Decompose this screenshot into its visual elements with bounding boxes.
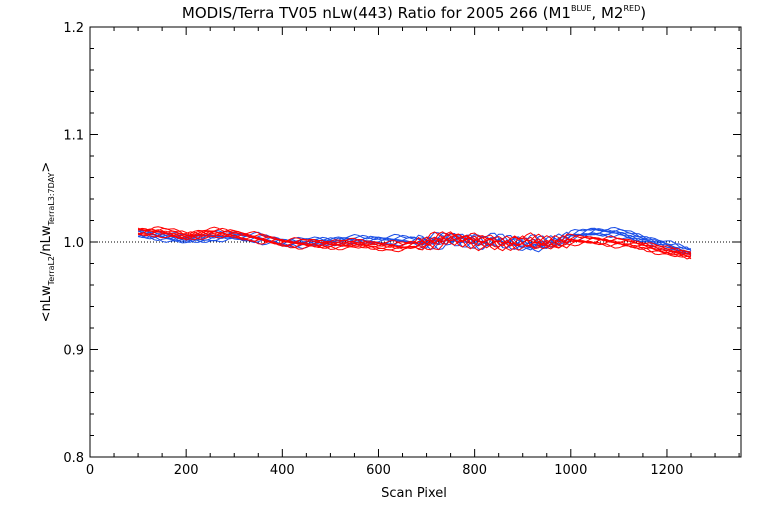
- ylabel-sub1: TerraL2: [47, 256, 56, 286]
- title-main: MODIS/Terra TV05 nLw(443) Ratio for 2005…: [182, 4, 571, 22]
- x-axis-label: Scan Pixel: [381, 486, 447, 501]
- y-tick-label: 1.1: [63, 129, 84, 144]
- red-series-line: [137, 226, 692, 253]
- blue-series-line: [137, 228, 692, 253]
- ylabel-part1: <nLw: [39, 285, 54, 322]
- plot-frame: [89, 26, 742, 458]
- blue-series-line: [138, 228, 692, 251]
- y-tick-label: 1.0: [63, 236, 84, 251]
- y-tick-label: 1.2: [63, 21, 84, 36]
- x-tick-label: 1200: [650, 463, 683, 478]
- title-sup-blue: BLUE: [571, 4, 591, 13]
- x-tick-label: 600: [366, 463, 391, 478]
- x-tick-label: 0: [86, 463, 94, 478]
- y-tick-label: 0.8: [63, 451, 84, 466]
- ylabel-part3: >: [39, 162, 54, 173]
- y-axis-label: <nLwTerraL2/nLwTerraL3:7DAY>: [39, 162, 56, 323]
- x-tick-label: 200: [174, 463, 199, 478]
- red-series-line: [137, 231, 692, 258]
- axis-ticks: 0 200 400 600 800 1000 1200 0.8 0.9 1.0 1.1 1.2: [63, 21, 741, 478]
- x-tick-label: 800: [462, 463, 487, 478]
- y-tick-label: 0.9: [63, 344, 84, 359]
- title-end: ): [640, 4, 646, 22]
- x-tick-label: 400: [270, 463, 295, 478]
- ylabel-part2: /nLw: [39, 225, 54, 256]
- title-sup-red: RED: [623, 4, 640, 13]
- title-mid: , M2: [591, 4, 623, 22]
- series-group: [137, 226, 692, 260]
- x-tick-label: 1000: [554, 463, 587, 478]
- chart-title: MODIS/Terra TV05 nLw(443) Ratio for 2005…: [182, 4, 646, 22]
- ylabel-sub2: TerraL3:7DAY: [47, 172, 56, 226]
